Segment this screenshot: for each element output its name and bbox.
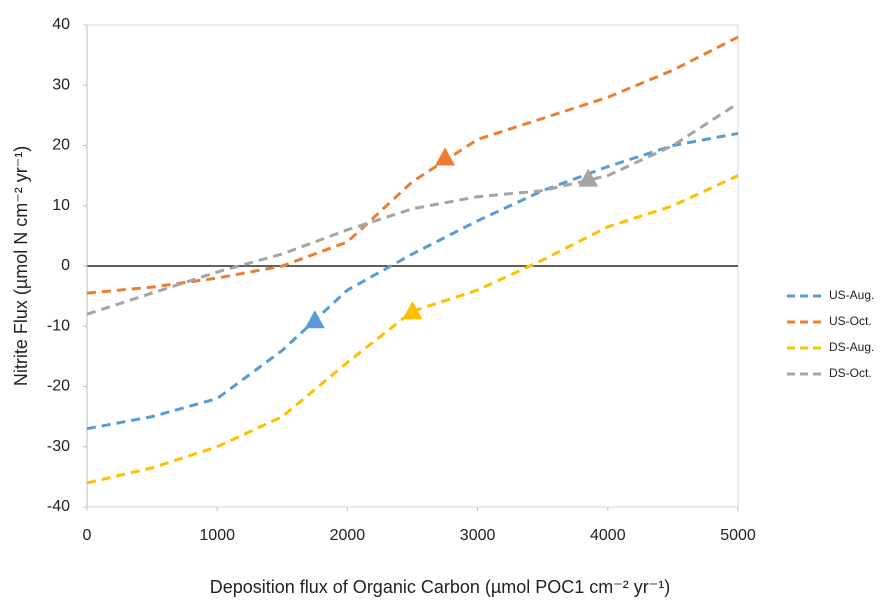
y-tick-label: -40 <box>47 498 70 515</box>
marker-triangle <box>578 168 599 187</box>
y-tick-label: -30 <box>47 438 70 455</box>
marker-triangle <box>304 310 325 329</box>
series-line <box>86 174 739 485</box>
x-tick-label: 2000 <box>330 527 366 544</box>
x-tick-label: 4000 <box>590 527 626 544</box>
series-line <box>86 131 739 431</box>
series-line <box>86 35 739 295</box>
legend-label: DS-Aug. <box>829 340 874 354</box>
legend-label: US-Oct. <box>829 314 872 328</box>
legend-label: DS-Oct. <box>829 366 872 380</box>
y-tick-label: 10 <box>52 197 70 214</box>
marker-triangle <box>435 147 456 166</box>
y-axis-title: Nitrite Flux (µmol N cm⁻² yr⁻¹) <box>11 146 31 386</box>
y-tick-label: 30 <box>52 76 70 93</box>
y-tick-label: 20 <box>52 137 70 154</box>
x-tick-label: 5000 <box>720 527 756 544</box>
marker-triangle <box>402 301 423 320</box>
y-tick-label: 0 <box>61 257 70 274</box>
y-tick-label: -20 <box>47 378 70 395</box>
x-axis-title: Deposition flux of Organic Carbon (µmol … <box>210 577 671 597</box>
x-tick-label: 1000 <box>199 527 235 544</box>
x-tick-label: 3000 <box>460 527 496 544</box>
x-tick-label: 0 <box>83 527 92 544</box>
y-tick-label: -10 <box>47 317 70 334</box>
legend-label: US-Aug. <box>829 288 874 302</box>
y-tick-label: 40 <box>52 16 70 33</box>
